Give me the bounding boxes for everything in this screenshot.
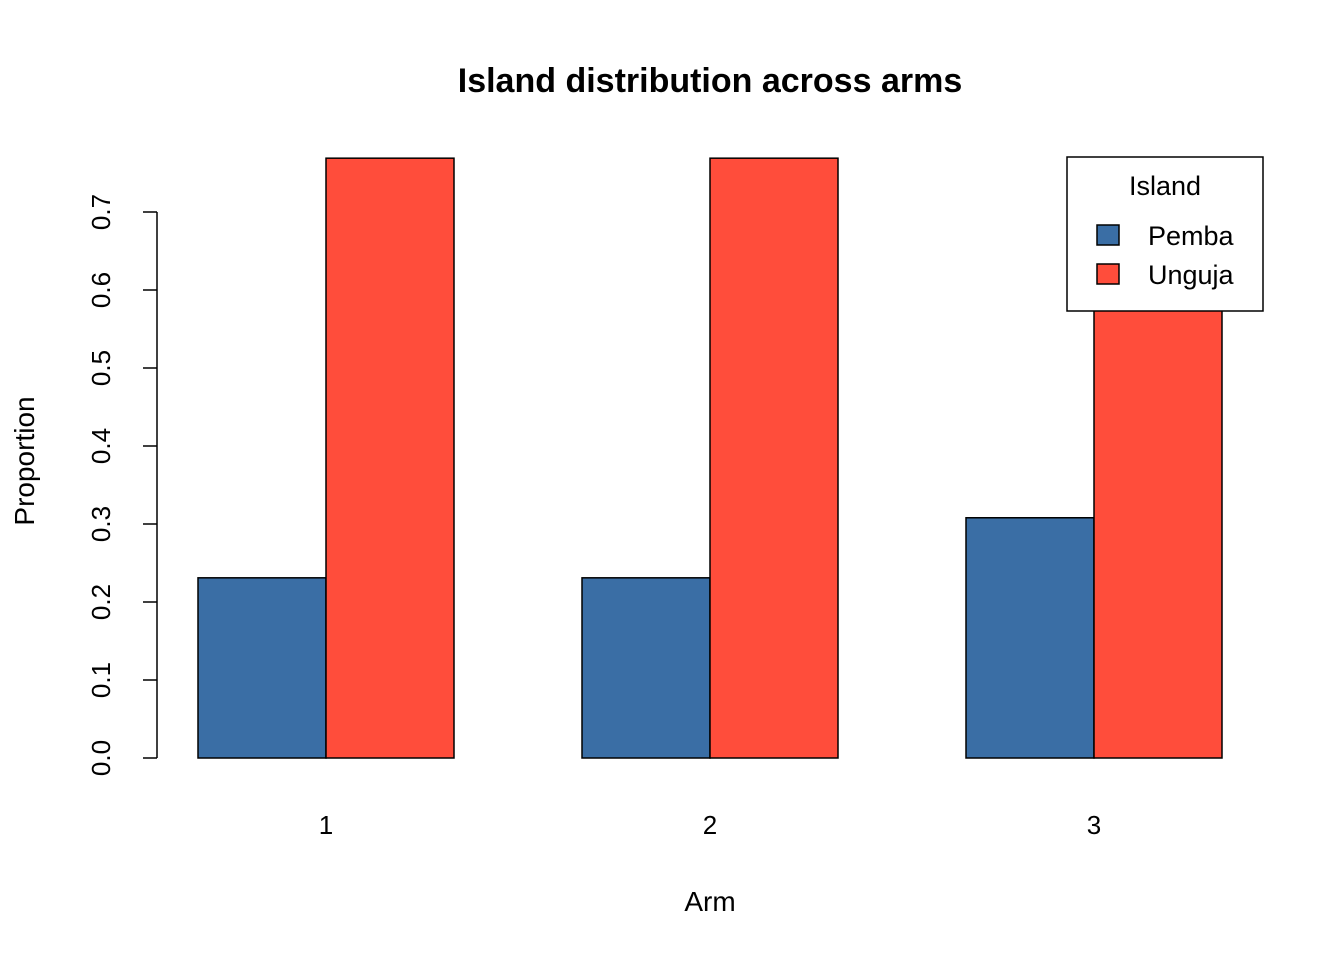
legend-swatch-pemba: [1096, 224, 1120, 246]
x-tick-label: 3: [1087, 810, 1101, 840]
y-tick-label: 0.2: [86, 584, 116, 620]
y-tick-label: 0.4: [86, 428, 116, 464]
x-axis-label: Arm: [684, 886, 735, 917]
legend-title: Island: [1129, 171, 1201, 201]
y-tick-label: 0.0: [86, 740, 116, 776]
y-tick-label: 0.6: [86, 272, 116, 308]
x-tick-label: 1: [319, 810, 333, 840]
bar-pemba-arm-3: [965, 517, 1095, 759]
bar-pemba-arm-1: [197, 577, 327, 759]
legend: Island Pemba Unguja: [1066, 156, 1264, 312]
y-axis: 0.0 0.1 0.2 0.3 0.4 0.5 0.6 0.7: [86, 194, 158, 776]
legend-swatch-unguja: [1096, 263, 1120, 285]
x-tick-label: 2: [703, 810, 717, 840]
y-tick-label: 0.3: [86, 506, 116, 542]
x-tick-labels: 1 2 3: [319, 810, 1101, 840]
bar-unguja-arm-2: [709, 157, 839, 759]
legend-label-unguja: Unguja: [1148, 260, 1235, 290]
legend-label-pemba: Pemba: [1148, 221, 1235, 251]
bar-unguja-arm-1: [325, 157, 455, 759]
bar-pemba-arm-2: [581, 577, 711, 759]
bars-group: [197, 157, 1223, 759]
y-tick-label: 0.1: [86, 662, 116, 698]
chart-title: Island distribution across arms: [458, 62, 962, 100]
legend-items: Pemba Unguja: [1096, 221, 1235, 290]
y-tick-label: 0.7: [86, 194, 116, 230]
y-tick-label: 0.5: [86, 350, 116, 386]
y-axis-label: Proportion: [9, 396, 40, 525]
